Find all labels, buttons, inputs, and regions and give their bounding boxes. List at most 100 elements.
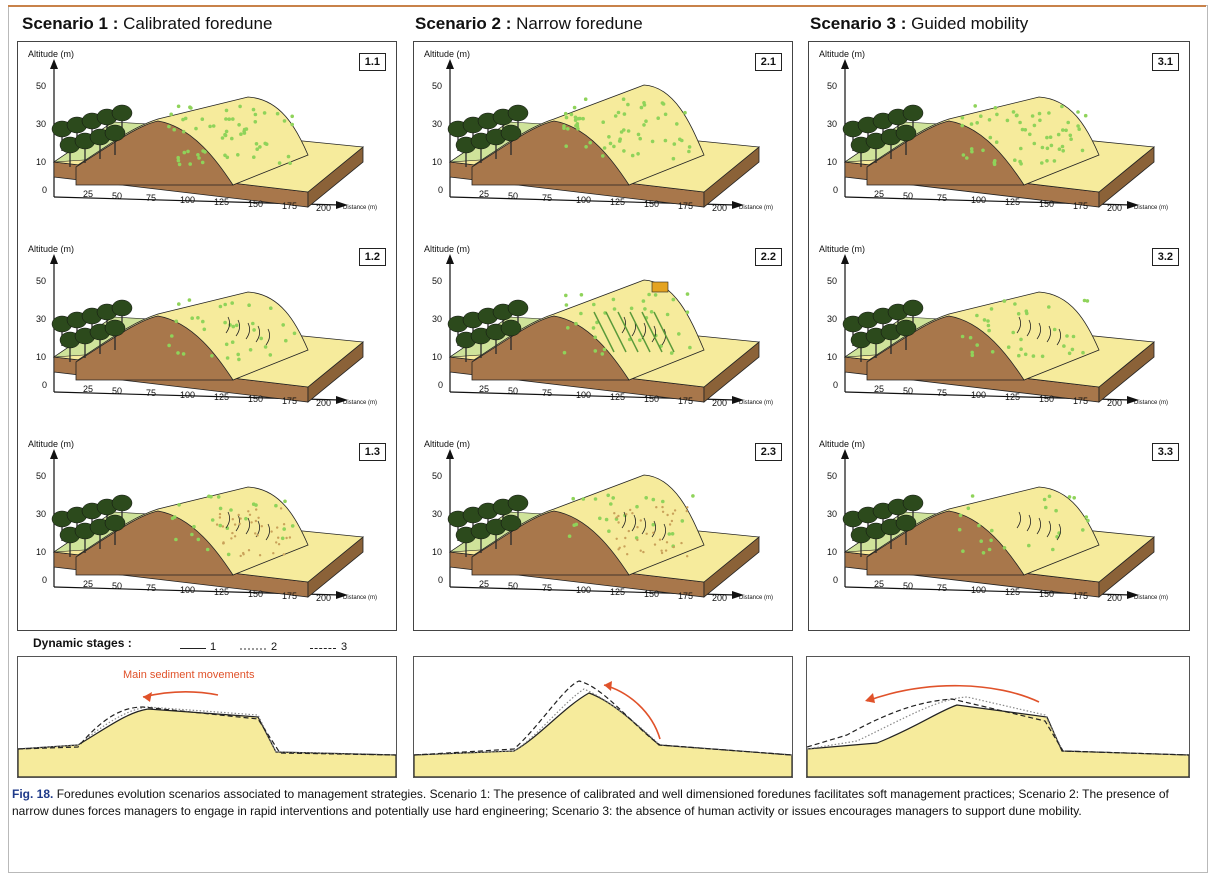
vegetation-tuft bbox=[174, 319, 179, 324]
vegetation-tuft bbox=[989, 307, 994, 311]
vegetation-tuft bbox=[619, 130, 624, 134]
bulldozer-icon bbox=[651, 281, 669, 293]
legend-line-dotted bbox=[240, 648, 266, 650]
vegetation-tuft bbox=[176, 155, 180, 160]
x-tick-label: 25 bbox=[874, 384, 885, 394]
legend-line-dashed bbox=[310, 648, 336, 649]
vegetation-tuft bbox=[277, 161, 282, 165]
vegetation-tuft bbox=[638, 338, 642, 343]
vegetation-tuft bbox=[644, 119, 648, 123]
dune-block-svg bbox=[446, 59, 761, 209]
fence-stake bbox=[660, 551, 664, 555]
vegetation-tuft bbox=[617, 139, 622, 143]
vegetation-tuft bbox=[269, 306, 273, 310]
vegetation-tuft bbox=[280, 536, 285, 541]
fence-stake bbox=[639, 549, 642, 552]
vegetation-tuft bbox=[969, 147, 974, 151]
x-tick-label: 100 bbox=[180, 195, 196, 205]
x-tick-label: 75 bbox=[542, 388, 553, 398]
vegetation-tuft bbox=[643, 307, 647, 311]
x-tick-label: 200 bbox=[1107, 203, 1123, 213]
y-tick-label: 10 bbox=[827, 547, 838, 557]
y-tick-label: 50 bbox=[36, 276, 47, 286]
vegetation-tuft bbox=[593, 497, 598, 501]
fence-stake bbox=[276, 526, 279, 529]
vegetation-tuft bbox=[1066, 120, 1070, 125]
vegetation-tuft bbox=[1065, 334, 1069, 338]
tree-canopy bbox=[902, 494, 924, 512]
vegetation-tuft bbox=[965, 156, 969, 160]
top-rule bbox=[8, 5, 1206, 7]
vegetation-tuft bbox=[650, 139, 655, 144]
fence-stake bbox=[617, 521, 620, 524]
fence-stake bbox=[625, 513, 628, 516]
vegetation-tuft bbox=[1013, 302, 1017, 306]
vegetation-tuft bbox=[622, 112, 627, 116]
vegetation-tuft bbox=[685, 292, 690, 296]
y-axis-label: Altitude (m) bbox=[28, 49, 75, 59]
x-tick-label: 200 bbox=[712, 203, 728, 213]
y-tick-label: 30 bbox=[432, 119, 443, 129]
vegetation-tuft bbox=[1084, 515, 1089, 519]
dune-cross-section bbox=[471, 315, 630, 381]
y-axis-label: Altitude (m) bbox=[424, 49, 471, 59]
y-tick-label: 50 bbox=[827, 81, 838, 91]
vegetation-tuft bbox=[192, 524, 196, 529]
vegetation-tuft bbox=[601, 120, 605, 124]
panel-id-3.2: 3.2 bbox=[1151, 248, 1179, 266]
x-tick-label: 100 bbox=[971, 195, 987, 205]
vegetation-tuft bbox=[248, 348, 253, 352]
fence-stake bbox=[661, 510, 665, 513]
vegetation-tuft bbox=[167, 343, 171, 348]
fence-stake bbox=[288, 536, 292, 539]
panel-id-2.2: 2.2 bbox=[754, 248, 782, 266]
vegetation-tuft bbox=[661, 102, 666, 106]
tree-canopy bbox=[895, 514, 917, 532]
vegetation-tuft bbox=[286, 154, 291, 159]
x-tick-label: 25 bbox=[83, 189, 94, 199]
x-tick-label: 200 bbox=[1107, 593, 1123, 603]
x-tick-label: 75 bbox=[937, 583, 948, 593]
blowout-scarp bbox=[1016, 511, 1021, 529]
y-tick-label: 50 bbox=[432, 471, 443, 481]
vegetation-tuft bbox=[621, 97, 626, 101]
blowout-scarp bbox=[1056, 328, 1061, 346]
vegetation-tuft bbox=[1027, 543, 1031, 548]
vegetation-tuft bbox=[1020, 127, 1025, 132]
fence-stake bbox=[275, 541, 278, 544]
y-tick-label: 0 bbox=[438, 185, 444, 195]
vegetation-tuft bbox=[626, 102, 630, 107]
vegetation-tuft bbox=[973, 104, 977, 108]
vegetation-tuft bbox=[1077, 127, 1081, 131]
vegetation-tuft bbox=[608, 141, 613, 146]
vegetation-tuft bbox=[290, 524, 295, 528]
vegetation-tuft bbox=[665, 312, 670, 317]
x-tick-label: 150 bbox=[1039, 394, 1055, 404]
planting-row bbox=[629, 311, 651, 353]
vegetation-tuft bbox=[571, 496, 575, 501]
fence-stake bbox=[645, 532, 648, 535]
vegetation-tuft bbox=[579, 293, 584, 297]
vegetation-tuft bbox=[225, 356, 230, 360]
vegetation-tuft bbox=[230, 136, 234, 141]
blowout-scarp bbox=[1036, 517, 1041, 535]
vegetation-tuft bbox=[1071, 334, 1076, 339]
y-tick-label: 10 bbox=[36, 352, 47, 362]
y-tick-label: 30 bbox=[36, 119, 47, 129]
fence-stake bbox=[658, 538, 662, 541]
vegetation-tuft bbox=[181, 352, 186, 356]
vegetation-tuft bbox=[644, 496, 648, 500]
vegetation-tuft bbox=[1038, 118, 1042, 123]
blowout-scarp bbox=[255, 325, 260, 343]
x-tick-label: 50 bbox=[508, 191, 519, 201]
tree-canopy bbox=[111, 299, 133, 317]
dune-profile-stage-3 bbox=[414, 680, 792, 756]
planting-row bbox=[605, 311, 627, 353]
vegetation-tuft bbox=[1083, 113, 1088, 118]
blowout-scarp bbox=[631, 514, 636, 532]
y-axis-arrowhead bbox=[841, 254, 849, 264]
y-tick-label: 0 bbox=[833, 380, 839, 390]
vegetation-tuft bbox=[1052, 327, 1057, 332]
x-tick-label: 175 bbox=[678, 201, 694, 211]
planting-row bbox=[653, 311, 675, 353]
